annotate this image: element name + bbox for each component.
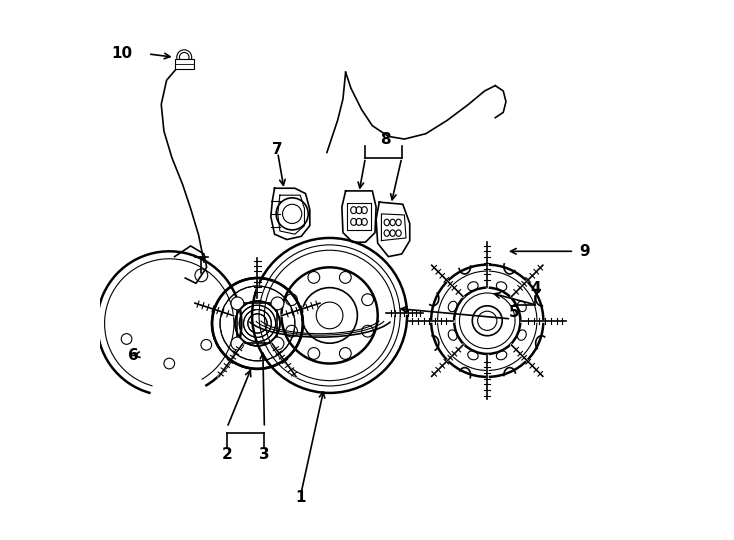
Circle shape — [231, 297, 244, 310]
Text: 1: 1 — [295, 490, 305, 505]
Text: 8: 8 — [380, 132, 391, 146]
Bar — [175, 59, 194, 69]
Text: 10: 10 — [112, 46, 133, 61]
Text: 2: 2 — [222, 447, 233, 462]
Circle shape — [271, 337, 284, 350]
Circle shape — [177, 50, 192, 65]
Text: 5: 5 — [509, 305, 519, 320]
Text: 4: 4 — [530, 281, 541, 296]
Text: 3: 3 — [259, 447, 269, 462]
Circle shape — [271, 297, 284, 310]
Circle shape — [231, 337, 244, 350]
Text: 7: 7 — [272, 142, 283, 157]
Text: 9: 9 — [580, 244, 590, 259]
Text: 6: 6 — [128, 348, 138, 363]
Bar — [237, 303, 277, 343]
